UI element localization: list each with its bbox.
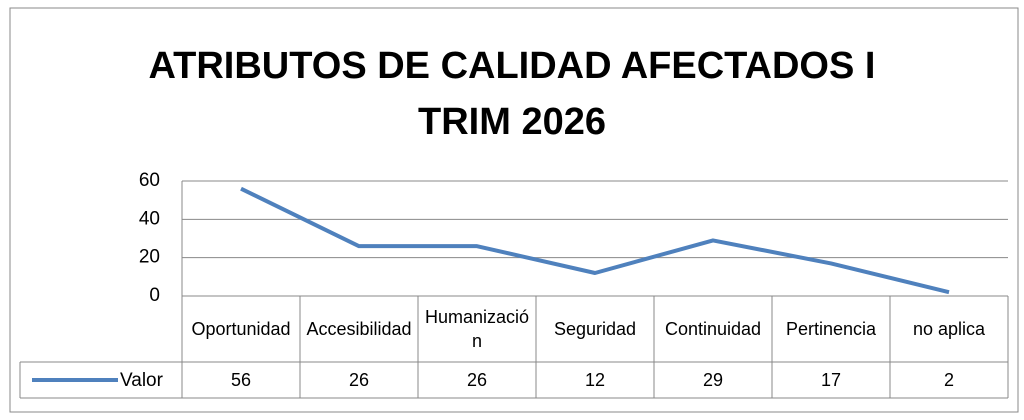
chart-border bbox=[9, 7, 1019, 413]
table-value: 2 bbox=[943, 369, 954, 390]
y-tick-label: 0 bbox=[149, 285, 160, 306]
line-series bbox=[240, 186, 950, 295]
y-tick-label: 20 bbox=[139, 247, 160, 268]
table-value: 17 bbox=[820, 369, 842, 390]
chart-title: ATRIBUTOS DE CALIDAD AFECTADOS I TRIM 20… bbox=[148, 45, 876, 143]
x-tick-label: Accesibilidad bbox=[306, 319, 412, 339]
table-value: 56 bbox=[230, 369, 252, 390]
x-tick-label: no aplica bbox=[912, 319, 986, 339]
table-value: 26 bbox=[466, 369, 488, 390]
x-tick-label: Continuidad bbox=[664, 319, 762, 339]
x-tick-label: Pertinencia bbox=[785, 319, 877, 339]
y-tick-label: 40 bbox=[139, 208, 160, 229]
x-tick-label: Humanización bbox=[424, 307, 530, 351]
y-tick-label: 60 bbox=[139, 170, 160, 191]
legend-label: Valor bbox=[120, 370, 164, 391]
table-value: 12 bbox=[584, 369, 606, 390]
table-value: 29 bbox=[702, 369, 724, 390]
x-tick-label: Seguridad bbox=[553, 319, 637, 339]
table-value: 26 bbox=[348, 369, 370, 390]
x-tick-label: Oportunidad bbox=[191, 319, 291, 339]
